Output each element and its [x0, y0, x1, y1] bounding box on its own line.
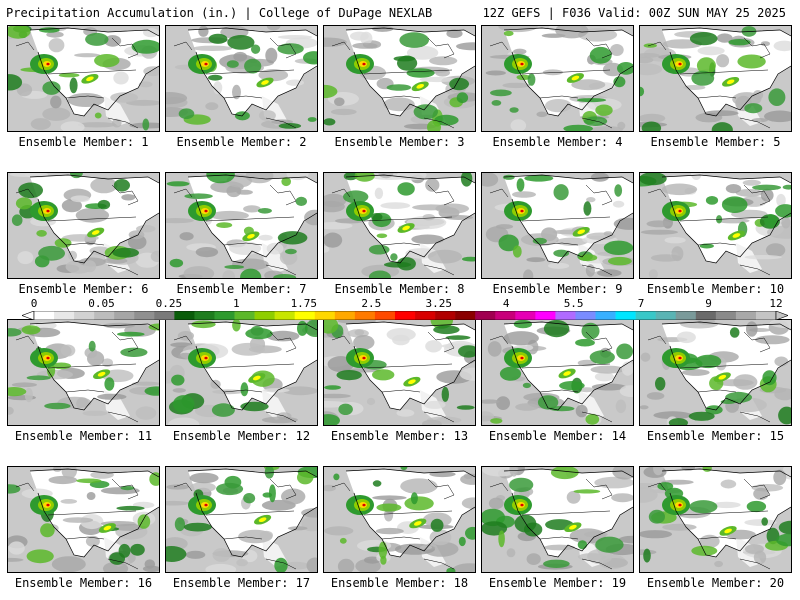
ensemble-member-label: Ensemble Member: 5 [650, 135, 781, 149]
ensemble-member-panel: Ensemble Member: 12 [165, 319, 318, 443]
ensemble-member-label: Ensemble Member: 16 [14, 576, 153, 590]
ensemble-member-label: Ensemble Member: 3 [334, 135, 465, 149]
colorbar-tick-label: 3.25 [425, 297, 452, 310]
colorbar-bar [22, 311, 788, 320]
precipitation-map [165, 172, 318, 279]
model-run-valid-time: 12Z GEFS | F036 Valid: 00Z SUN MAY 25 20… [482, 6, 786, 20]
ensemble-member-label: Ensemble Member: 14 [488, 429, 627, 443]
ensemble-member-panel: Ensemble Member: 5 [639, 25, 792, 149]
ensemble-member-panel: Ensemble Member: 11 [7, 319, 160, 443]
precipitation-map [481, 319, 634, 426]
ensemble-member-label: Ensemble Member: 2 [176, 135, 307, 149]
precipitation-map [7, 466, 160, 573]
ensemble-member-panel: Ensemble Member: 14 [481, 319, 634, 443]
ensemble-member-label: Ensemble Member: 4 [492, 135, 623, 149]
precipitation-map [7, 172, 160, 279]
precipitation-map [481, 172, 634, 279]
precipitation-map [323, 466, 476, 573]
colorbar-tick-label: 1 [233, 297, 240, 310]
ensemble-member-label: Ensemble Member: 8 [334, 282, 465, 296]
precipitation-map [639, 25, 792, 132]
ensemble-member-panel: Ensemble Member: 3 [323, 25, 476, 149]
ensemble-member-panel: Ensemble Member: 6 [7, 172, 160, 296]
precipitation-map [639, 319, 792, 426]
ensemble-member-panel: Ensemble Member: 10 [639, 172, 792, 296]
ensemble-member-label: Ensemble Member: 13 [330, 429, 469, 443]
ensemble-member-label: Ensemble Member: 11 [14, 429, 153, 443]
ensemble-member-panel: Ensemble Member: 2 [165, 25, 318, 149]
ensemble-member-label: Ensemble Member: 7 [176, 282, 307, 296]
colorbar-tick-label: 4 [502, 297, 510, 310]
colorbar-tick-label: 5.5 [563, 297, 584, 310]
ensemble-member-panel: Ensemble Member: 19 [481, 466, 634, 590]
precipitation-map [323, 319, 476, 426]
precipitation-map [323, 25, 476, 132]
ensemble-member-label: Ensemble Member: 18 [330, 576, 469, 590]
precipitation-map [7, 25, 160, 132]
ensemble-member-label: Ensemble Member: 1 [18, 135, 149, 149]
ensemble-member-panel: Ensemble Member: 20 [639, 466, 792, 590]
precipitation-map [165, 319, 318, 426]
precipitation-colorbar: 0 0.05 0.25 1 1.75 2.5 3.25 4 5.5 7 9 12 [22, 297, 788, 321]
colorbar-tick-label: 1.75 [290, 297, 318, 310]
ensemble-member-panel: Ensemble Member: 1 [7, 25, 160, 149]
colorbar-tick-label: 0.05 [88, 297, 115, 310]
precipitation-map [165, 25, 318, 132]
precipitation-map [7, 319, 160, 426]
ensemble-member-label: Ensemble Member: 15 [646, 429, 785, 443]
precipitation-map [323, 172, 476, 279]
precipitation-map [639, 466, 792, 573]
colorbar-tick-label: 0.25 [155, 297, 183, 310]
colorbar-tick-label: 0 [30, 297, 38, 310]
precipitation-map [639, 172, 792, 279]
ensemble-member-panel: Ensemble Member: 7 [165, 172, 318, 296]
ensemble-member-label: Ensemble Member: 20 [646, 576, 785, 590]
ensemble-member-panel: Ensemble Member: 9 [481, 172, 634, 296]
ensemble-member-label: Ensemble Member: 19 [488, 576, 627, 590]
colorbar-tick-label: 12 [769, 297, 783, 310]
ensemble-member-panel: Ensemble Member: 15 [639, 319, 792, 443]
ensemble-member-label: Ensemble Member: 17 [172, 576, 311, 590]
ensemble-member-label: Ensemble Member: 6 [18, 282, 149, 296]
ensemble-member-panel: Ensemble Member: 13 [323, 319, 476, 443]
colorbar-tick-label: 7 [637, 297, 645, 310]
ensemble-member-label: Ensemble Member: 12 [172, 429, 311, 443]
colorbar-tick-label: 2.5 [361, 297, 382, 310]
precipitation-map [481, 25, 634, 132]
ensemble-member-panel: Ensemble Member: 17 [165, 466, 318, 590]
chart-title: Precipitation Accumulation (in.) | Colle… [6, 6, 433, 20]
precipitation-map [481, 466, 634, 573]
precipitation-map [165, 466, 318, 573]
ensemble-member-panel: Ensemble Member: 18 [323, 466, 476, 590]
ensemble-member-panel: Ensemble Member: 16 [7, 466, 160, 590]
ensemble-member-panel: Ensemble Member: 4 [481, 25, 634, 149]
ensemble-member-label: Ensemble Member: 10 [646, 282, 785, 296]
colorbar-tick-label: 9 [705, 297, 712, 310]
ensemble-member-panel: Ensemble Member: 8 [323, 172, 476, 296]
ensemble-member-label: Ensemble Member: 9 [492, 282, 623, 296]
